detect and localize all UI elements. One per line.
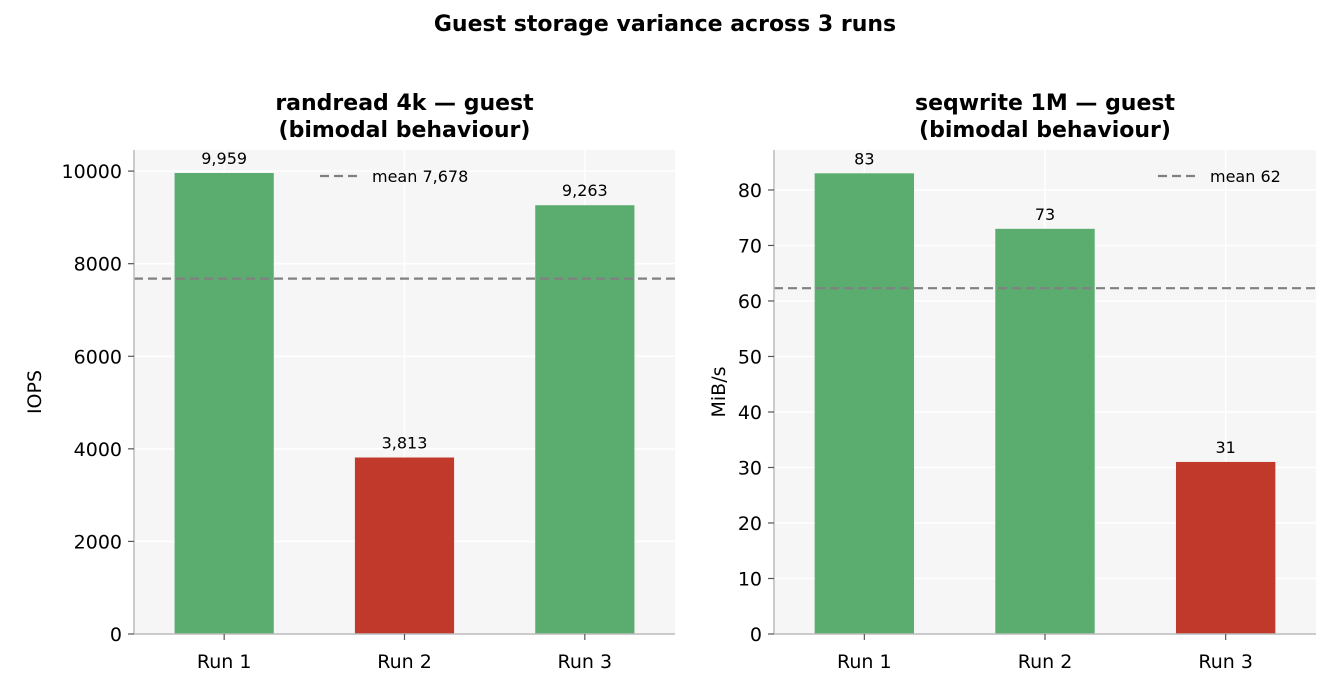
x-tick-label: Run 1 [837, 651, 892, 673]
x-tick-label: Run 2 [377, 651, 432, 673]
y-tick-label: 30 [738, 457, 762, 479]
y-tick-label: 10000 [62, 161, 122, 183]
bar-2[interactable] [354, 457, 455, 634]
bar-value-label: 9,959 [201, 149, 247, 168]
y-tick-label: 60 [738, 291, 762, 313]
legend-label: mean 7,678 [372, 167, 468, 186]
figure-title: Guest storage variance across 3 runs [433, 12, 897, 37]
bar-value-label: 3,813 [382, 433, 428, 452]
y-tick-label: 70 [738, 235, 762, 257]
bar-value-label: 83 [854, 149, 874, 168]
x-tick-label: Run 2 [1018, 651, 1073, 673]
panel-title-line1: randread 4k — guest [275, 91, 534, 116]
bar-3[interactable] [535, 205, 635, 634]
bar-3[interactable] [1175, 461, 1276, 634]
y-tick-label: 10 [738, 568, 762, 590]
y-tick-label: 4000 [74, 439, 122, 461]
y-tick-label: 0 [750, 624, 762, 646]
chart-panel-randread: 9,959 3,813 9,263 mean 7,678 0 2000 4000 6000 80… [24, 91, 675, 673]
panel-title-line2: (bimodal behaviour) [919, 118, 1171, 143]
chart-panel-seqwrite: 83 73 31 mean 62 0 10 20 30 40 50 60 70 80 Run 1 Run 2… [708, 91, 1316, 673]
y-tick-label: 80 [738, 180, 762, 202]
y-tick-label: 0 [110, 624, 122, 646]
bar-1[interactable] [814, 173, 915, 634]
legend-label: mean 62 [1210, 167, 1281, 186]
panel-title-line2: (bimodal behaviour) [279, 118, 531, 143]
bar-value-label: 73 [1035, 205, 1055, 224]
y-tick-label: 50 [738, 346, 762, 368]
y-axis-label: IOPS [24, 370, 46, 414]
x-tick-label: Run 3 [558, 651, 613, 673]
y-tick-label: 8000 [74, 254, 122, 276]
y-tick-label: 6000 [74, 346, 122, 368]
panel-title-line1: seqwrite 1M — guest [915, 91, 1176, 116]
bar-1[interactable] [174, 173, 274, 634]
y-tick-label: 40 [738, 402, 762, 424]
bar-value-label: 31 [1215, 438, 1235, 457]
x-tick-label: Run 3 [1198, 651, 1253, 673]
x-tick-label: Run 1 [197, 651, 252, 673]
y-tick-label: 2000 [74, 531, 122, 553]
y-tick-label: 20 [738, 513, 762, 535]
bar-value-label: 9,263 [562, 181, 608, 200]
bar-2[interactable] [995, 228, 1095, 634]
y-axis-label: MiB/s [708, 366, 730, 417]
